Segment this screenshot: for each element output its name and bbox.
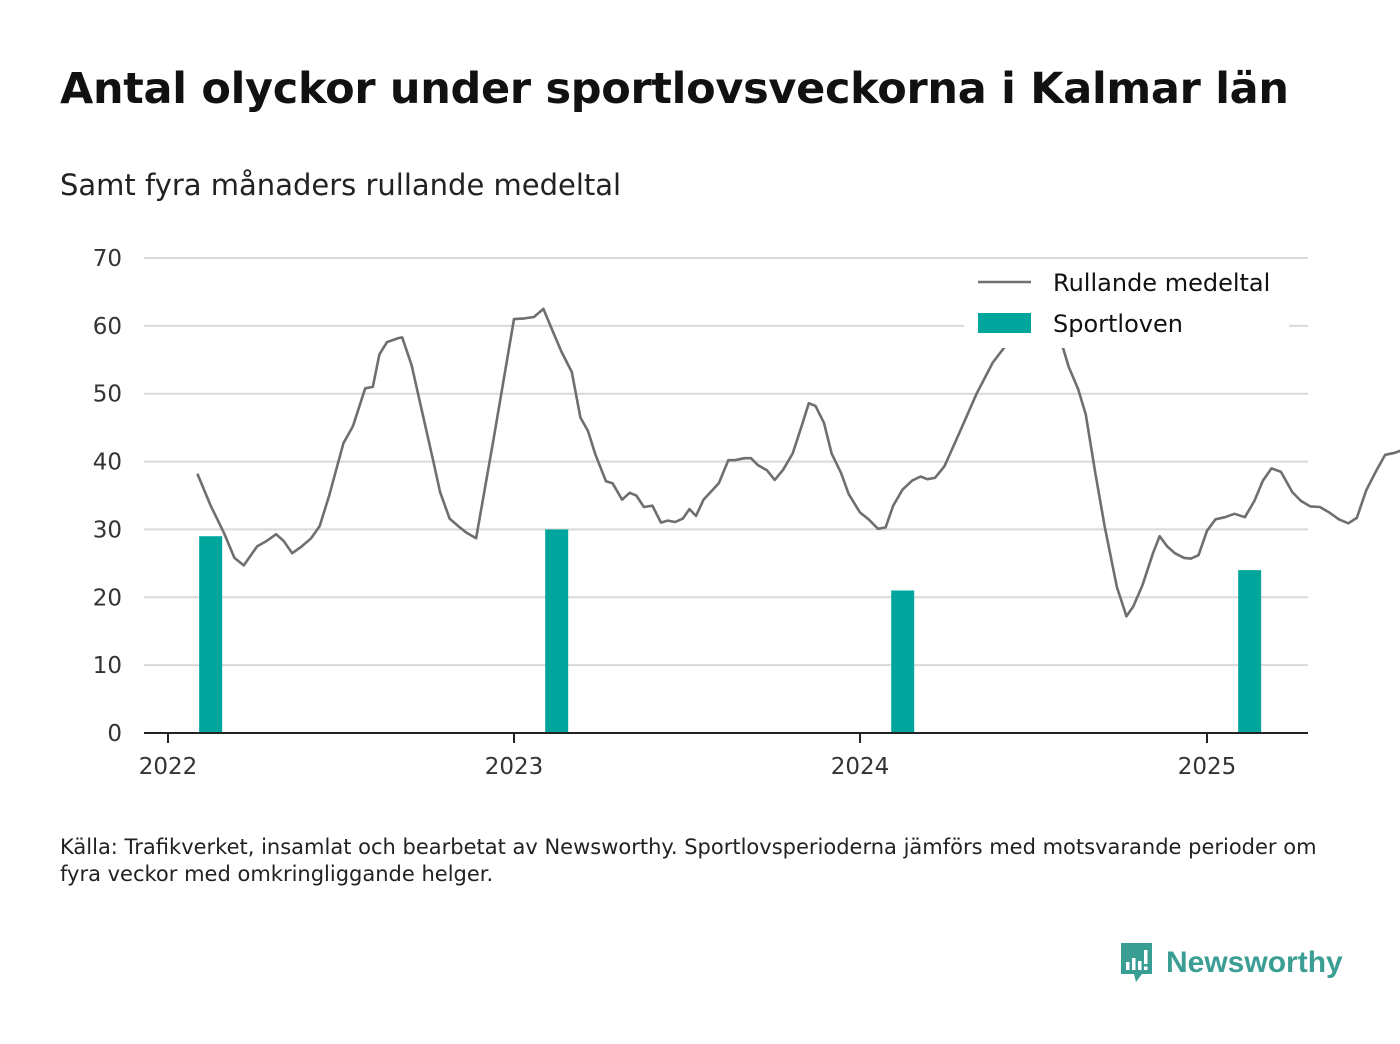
y-tick-label: 0 (107, 721, 122, 747)
x-tick-label: 2025 (1178, 754, 1237, 780)
y-tick-label: 70 (93, 246, 122, 272)
y-tick-label: 20 (93, 585, 122, 611)
source-note: Källa: Trafikverket, insamlat och bearbe… (60, 835, 1317, 886)
x-tick-label: 2024 (831, 754, 890, 780)
x-axis: 2022 2023 2024 2025 (139, 732, 1308, 780)
y-tick-label: 30 (93, 517, 122, 543)
brand-name: Newsworthy (1166, 946, 1343, 979)
y-tick-label: 40 (93, 450, 122, 476)
bar (545, 529, 569, 733)
legend-bar-swatch (978, 313, 1031, 333)
y-tick-label: 50 (93, 382, 122, 408)
y-tick-label: 10 (93, 653, 122, 679)
y-tick-label: 60 (93, 314, 122, 340)
chart: 0 10 20 30 40 50 60 70 2022 2023 2024 2025 Rulland… (93, 246, 1400, 780)
chart-subtitle: Samt fyra månaders rullande medeltal (60, 168, 622, 202)
legend-label: Rullande medeltal (1053, 269, 1270, 297)
x-tick-label: 2023 (485, 754, 544, 780)
y-axis: 0 10 20 30 40 50 60 70 (93, 246, 122, 747)
legend-label: Sportloven (1053, 310, 1183, 338)
brand-logo: Newsworthy (1118, 940, 1343, 986)
x-tick-label: 2022 (139, 754, 198, 780)
bar (1238, 570, 1262, 733)
bar (199, 536, 223, 733)
chart-title: Antal olyckor under sportlovsveckorna i … (60, 64, 1289, 114)
line-path (196, 304, 1400, 618)
line-series (196, 304, 1400, 618)
bar-series (199, 529, 1262, 733)
legend: Rullande medeltal Sportloven (964, 262, 1289, 348)
newsworthy-logo-icon (1121, 943, 1152, 982)
legend-background (964, 262, 1289, 348)
bar (891, 590, 915, 733)
